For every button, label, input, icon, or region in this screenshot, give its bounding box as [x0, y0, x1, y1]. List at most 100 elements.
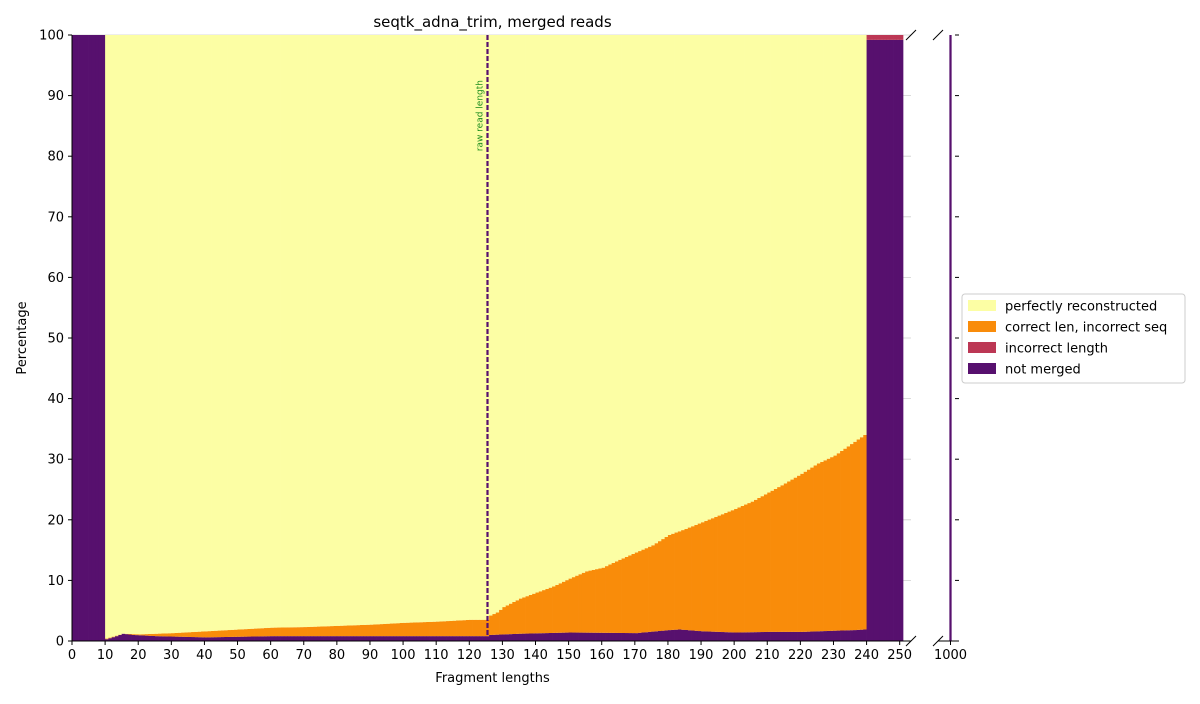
bar-perfectly-reconstructed-len-140: [536, 35, 540, 593]
bar-perfectly-reconstructed-len-143: [545, 35, 549, 589]
bar-not-merged-len-187: [691, 631, 695, 641]
bar-correct-len-incorrect-seq-len-201: [737, 507, 741, 632]
bar-perfectly-reconstructed-len-159: [598, 35, 602, 568]
bar-not-merged-len-241: [870, 40, 874, 641]
bar-not-merged-len-142: [542, 633, 546, 641]
bar-correct-len-incorrect-seq-len-89: [367, 625, 371, 636]
bar-not-merged-len-235: [850, 630, 854, 641]
bar-correct-len-incorrect-seq-len-91: [373, 624, 377, 636]
bar-perfectly-reconstructed-len-106: [423, 35, 427, 622]
bar-not-merged-len-236: [853, 630, 857, 641]
bar-correct-len-incorrect-seq-len-115: [453, 621, 457, 636]
bar-not-merged-len-65: [287, 636, 291, 641]
bar-perfectly-reconstructed-len-93: [380, 35, 384, 624]
bar-not-merged-len-144: [549, 633, 553, 641]
bar-perfectly-reconstructed-len-211: [771, 35, 775, 491]
bar-not-merged-len-170: [635, 633, 639, 641]
bar-correct-len-incorrect-seq-len-12: [112, 637, 116, 638]
y-tick-label: 40: [47, 392, 64, 407]
bar-not-merged-len-1: [75, 35, 79, 641]
bar-not-merged-len-90: [370, 636, 374, 641]
bar-perfectly-reconstructed-len-148: [562, 35, 566, 582]
bar-perfectly-reconstructed-len-112: [443, 35, 447, 621]
bar-perfectly-reconstructed-len-218: [794, 35, 798, 478]
bar-not-merged-len-4: [85, 35, 89, 641]
bar-incorrect-length-len-242: [873, 35, 877, 40]
bar-not-merged-len-234: [847, 630, 851, 641]
bar-not-merged-len-246: [886, 40, 890, 641]
bar-not-merged-len-208: [761, 632, 765, 641]
bar-not-merged-len-143: [545, 633, 549, 641]
bar-perfectly-reconstructed-len-82: [343, 35, 347, 626]
bar-incorrect-length-len-241: [870, 35, 874, 40]
bar-perfectly-reconstructed-len-14: [118, 35, 122, 635]
bar-perfectly-reconstructed-len-175: [651, 35, 655, 545]
bar-correct-len-incorrect-seq-len-173: [645, 548, 649, 632]
bar-not-merged-len-135: [519, 634, 523, 641]
bar-correct-len-incorrect-seq-len-69: [300, 627, 304, 636]
bar-correct-len-incorrect-seq-len-223: [810, 468, 814, 632]
bar-correct-len-incorrect-seq-len-35: [188, 632, 192, 637]
bar-perfectly-reconstructed-len-53: [247, 35, 251, 629]
bar-perfectly-reconstructed-len-57: [261, 35, 265, 628]
bar-not-merged-len-0: [72, 35, 76, 641]
bar-correct-len-incorrect-seq-len-169: [632, 554, 636, 633]
y-tick-label: 70: [47, 210, 64, 225]
bar-correct-len-incorrect-seq-len-192: [708, 520, 712, 632]
bar-perfectly-reconstructed-len-10: [105, 35, 109, 639]
bar-perfectly-reconstructed-len-41: [208, 35, 212, 631]
bar-not-merged-len-195: [718, 632, 722, 641]
bar-not-merged-len-156: [588, 633, 592, 641]
bar-not-merged-len-111: [439, 636, 443, 641]
bar-correct-len-incorrect-seq-len-26: [158, 634, 162, 637]
bar-perfectly-reconstructed-len-24: [151, 35, 155, 634]
bar-correct-len-incorrect-seq-len-191: [704, 521, 708, 632]
bar-correct-len-incorrect-seq-len-96: [390, 624, 394, 637]
bar-perfectly-reconstructed-len-59: [267, 35, 271, 628]
bar-not-merged-len-94: [383, 636, 387, 641]
x-tick-label: 30: [163, 648, 180, 663]
bar-perfectly-reconstructed-len-220: [800, 35, 804, 474]
bar-not-merged-len-207: [757, 632, 761, 641]
bar-perfectly-reconstructed-len-39: [201, 35, 205, 631]
bar-perfectly-reconstructed-len-61: [274, 35, 278, 628]
inset-x-tick-label: 1000: [934, 648, 967, 663]
bar-not-merged-len-112: [443, 636, 447, 641]
bar-correct-len-incorrect-seq-len-179: [665, 537, 669, 630]
bar-correct-len-incorrect-seq-len-18: [132, 634, 136, 635]
bar-not-merged-len-28: [165, 636, 169, 641]
bar-not-merged-len-172: [641, 633, 645, 641]
bar-not-merged-len-92: [377, 636, 381, 641]
bar-perfectly-reconstructed-len-78: [330, 35, 334, 626]
x-tick-label: 250: [887, 648, 912, 663]
bar-not-merged-len-151: [572, 633, 576, 641]
bar-perfectly-reconstructed-len-17: [128, 35, 132, 634]
bar-perfectly-reconstructed-len-98: [396, 35, 400, 623]
bar-not-merged-len-51: [241, 637, 245, 641]
bar-correct-len-incorrect-seq-len-36: [191, 632, 195, 637]
bar-perfectly-reconstructed-len-27: [161, 35, 165, 633]
bar-perfectly-reconstructed-len-187: [691, 35, 695, 526]
bar-correct-len-incorrect-seq-len-121: [473, 620, 477, 636]
bar-perfectly-reconstructed-len-222: [807, 35, 811, 470]
bar-not-merged-len-73: [314, 636, 318, 641]
bar-not-merged-len-185: [684, 630, 688, 641]
bar-not-merged-len-105: [420, 636, 424, 641]
bar-correct-len-incorrect-seq-len-42: [211, 631, 215, 637]
bar-not-merged-len-227: [824, 631, 828, 641]
bar-not-merged-len-213: [777, 632, 781, 641]
bar-perfectly-reconstructed-len-145: [552, 35, 556, 586]
bar-perfectly-reconstructed-len-77: [327, 35, 331, 626]
bar-correct-len-incorrect-seq-len-143: [545, 589, 549, 633]
bar-perfectly-reconstructed-len-48: [231, 35, 235, 630]
bar-not-merged-len-163: [612, 633, 616, 641]
bar-perfectly-reconstructed-len-130: [502, 35, 506, 607]
bar-not-merged-len-224: [814, 631, 818, 641]
bar-correct-len-incorrect-seq-len-206: [754, 500, 758, 632]
bar-not-merged-len-145: [552, 633, 556, 641]
bar-not-merged-len-68: [297, 636, 301, 641]
bar-not-merged-len-67: [294, 636, 298, 641]
bar-correct-len-incorrect-seq-len-155: [585, 571, 589, 632]
bar-correct-len-incorrect-seq-len-209: [764, 494, 768, 632]
